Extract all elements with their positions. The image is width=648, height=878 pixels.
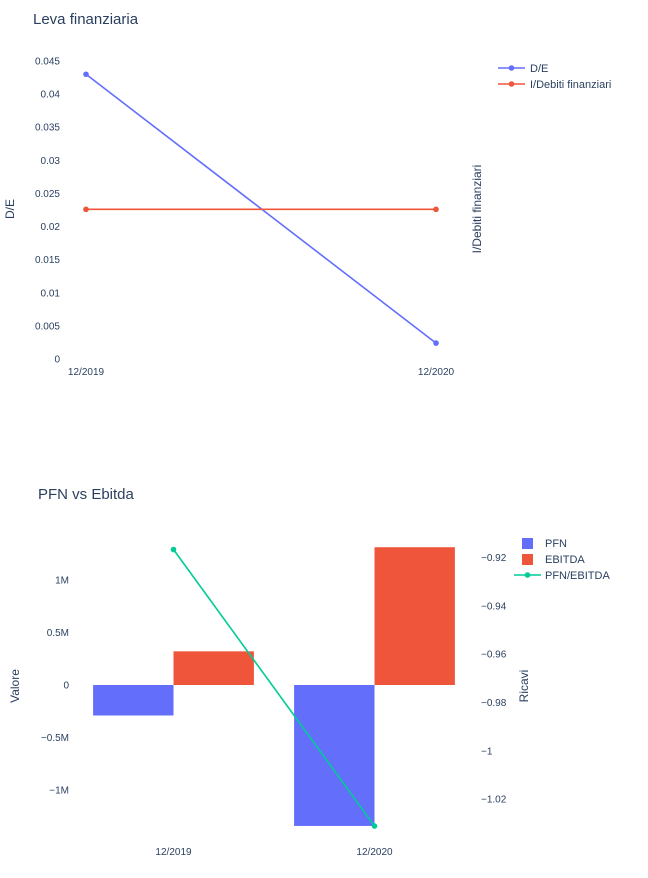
chart1-y-tick: 0.03 [41,156,61,167]
chart1-y-tick: 0.015 [35,255,60,266]
chart1-x-tick: 12/2020 [418,367,455,378]
data-point-d-e [83,71,89,78]
chart2-y2-tick: −1.02 [481,795,507,806]
chart1-y-tick: 0.02 [41,222,61,233]
chart1-y-axis-label: D/E [3,199,17,219]
chart2-y2-tick: −0.94 [481,601,507,612]
bar-ebitda [374,547,455,685]
legend-swatch-ebitda [522,554,533,565]
chart2-y2-tick: −0.92 [481,553,507,564]
chart2-y-tick: 0 [63,681,69,692]
chart2-y-tick: 0.5M [47,628,69,639]
chart2-y2-axis-label: Ricavi [517,670,531,703]
data-point-i-debiti-finanziari [433,206,439,213]
chart2-y-tick: 1M [55,575,69,586]
bar-ebitda [173,651,254,685]
data-point-d-e [433,340,439,346]
data-point-pfn-ebitda [371,823,378,829]
legend-label-pfn: PFN [545,538,567,550]
chart1-y-tick: 0 [54,355,60,366]
legend-label-ebitda: EBITDA [545,554,585,566]
chart2-y-axis-label: Valore [8,669,22,703]
bar-pfn [93,685,174,716]
legend-marker-i-debiti-finanziari [508,81,515,87]
data-point-pfn-ebitda [170,546,177,553]
chart2-y2-tick: −0.98 [481,698,507,709]
chart2-y2-tick: −1 [481,746,493,757]
chart1-y2-axis-label: I/Debiti finanziari [470,165,484,254]
chart1-x-tick: 12/2019 [68,367,105,378]
chart2-x-tick: 12/2020 [356,847,393,858]
legend-marker-d-e [508,65,515,71]
legend-marker-pfn-ebitda [524,572,531,578]
chart2-y-tick: −1M [49,786,69,797]
legend-swatch-pfn [522,538,533,549]
legend-label-i-debiti-finanziari: I/Debiti finanziari [530,79,611,91]
chart2-x-tick: 12/2019 [155,847,192,858]
chart2-y-tick: −0.5M [41,733,69,744]
chart1-y-tick: 0.035 [35,123,60,134]
chart1-y-tick: 0.005 [35,321,60,332]
chart2-title: PFN vs Ebitda [38,486,135,503]
chart1-y-tick: 0.01 [41,288,61,299]
data-point-i-debiti-finanziari [83,206,89,213]
chart1-y-tick: 0.045 [35,57,60,68]
chart1-title: Leva finanziaria [33,11,139,28]
chart2-y2-tick: −0.96 [481,650,507,661]
chart1-y-tick: 0.04 [41,90,61,101]
legend-label-d-e: D/E [530,63,548,75]
chart1-y-tick: 0.025 [35,189,60,200]
series-line-pfn-ebitda [172,549,376,827]
legend-label-pfn-ebitda: PFN/EBITDA [545,570,610,582]
bar-pfn [294,685,375,826]
